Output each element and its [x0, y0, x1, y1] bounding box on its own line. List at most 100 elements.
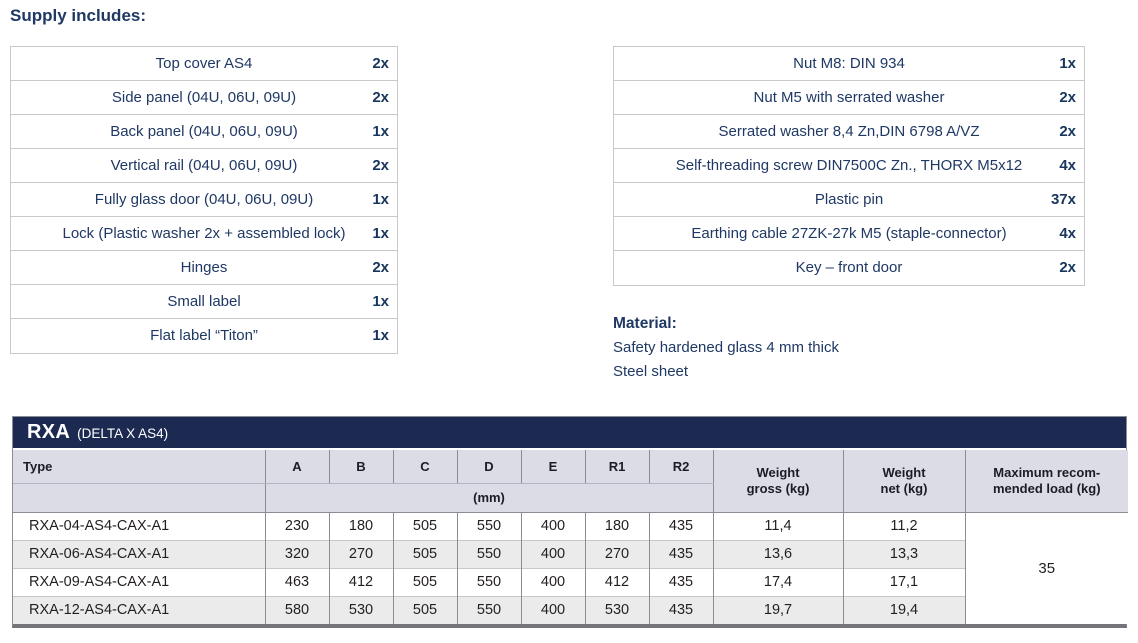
spec-cell-type: RXA-06-AS4-CAX-A1: [13, 539, 265, 568]
spec-cell-dim: 400: [520, 539, 585, 568]
spec-table-body: RXA-04-AS4-CAX-A1 230 180 505 550 400 180 435 11…: [13, 512, 1128, 624]
supply-item-name: Self-threading screw DIN7500C Zn., THORX…: [675, 157, 1023, 174]
supply-item-qty: 2x: [372, 157, 389, 174]
supply-item-name: Nut M8: DIN 934: [793, 55, 905, 72]
column-header-r2: R2: [648, 450, 713, 484]
spec-cell-dim: 412: [328, 567, 393, 596]
supply-item-qty: 37x: [1050, 191, 1076, 208]
supply-item-name: Top cover AS4: [155, 55, 253, 72]
spec-cell-type: RXA-09-AS4-CAX-A1: [13, 567, 265, 596]
spec-cell-dim: 505: [392, 512, 457, 540]
spec-cell-dim: 435: [648, 539, 713, 568]
supply-list-item: Vertical rail (04U, 06U, 09U) 2x: [11, 149, 397, 183]
spec-cell-weight-net: 19,4: [842, 595, 965, 624]
column-header-e: E: [520, 450, 585, 484]
spec-cell-dim: 505: [392, 567, 457, 596]
supply-item-qty: 1x: [372, 293, 389, 310]
column-header-r1: R1: [584, 450, 649, 484]
supply-list-item: Serrated washer 8,4 Zn,DIN 6798 A/VZ 2x: [614, 115, 1084, 149]
supply-item-name: Serrated washer 8,4 Zn,DIN 6798 A/VZ: [718, 123, 980, 140]
spec-cell-max-load: 35: [964, 512, 1128, 624]
spec-cell-weight-net: 13,3: [842, 539, 965, 568]
supply-list-left: Top cover AS4 2x Side panel (04U, 06U, 09U…: [10, 46, 398, 354]
column-header-max-load: Maximum recom- mended load (kg): [964, 450, 1128, 512]
supply-list-item: Fully glass door (04U, 06U, 09U) 1x: [11, 183, 397, 217]
column-header-b: B: [328, 450, 393, 484]
spec-cell-dim: 400: [520, 512, 585, 540]
supply-item-qty: 1x: [1059, 55, 1076, 72]
column-header-unit-mm: (mm): [264, 483, 713, 512]
spec-cell-dim: 505: [392, 539, 457, 568]
spec-table-row: RXA-12-AS4-CAX-A1 580 530 505 550 400 530 435 19…: [13, 595, 1128, 624]
spec-table-row: RXA-04-AS4-CAX-A1 230 180 505 550 400 180 435 11…: [13, 512, 1128, 624]
spec-cell-dim: 435: [648, 595, 713, 624]
supply-item-qty: 2x: [372, 89, 389, 106]
supply-list-item: Key – front door 2x: [614, 251, 1084, 285]
column-header-d: D: [456, 450, 521, 484]
supply-list-item: Hinges 2x: [11, 251, 397, 285]
column-header-weight-net: Weight net (kg): [842, 450, 965, 512]
spec-table-section: RXA (DELTA X AS4) Type A B C D E R1 R2 W…: [12, 416, 1128, 628]
supply-list-item: Self-threading screw DIN7500C Zn., THORX…: [614, 149, 1084, 183]
spec-cell-type: RXA-12-AS4-CAX-A1: [13, 595, 265, 624]
supply-list-item: Nut M5 with serrated washer 2x: [614, 81, 1084, 115]
page-title: Supply includes:: [10, 6, 147, 25]
spec-cell-weight-gross: 19,7: [712, 595, 843, 624]
column-header-c: C: [392, 450, 457, 484]
spec-cell-dim: 180: [584, 512, 649, 540]
supply-item-name: Fully glass door (04U, 06U, 09U): [94, 191, 314, 208]
supply-list-item: Small label 1x: [11, 285, 397, 319]
spec-cell-weight-net: 17,1: [842, 567, 965, 596]
supply-list-item: Back panel (04U, 06U, 09U) 1x: [11, 115, 397, 149]
spec-cell-dim: 435: [648, 567, 713, 596]
supply-item-name: Back panel (04U, 06U, 09U): [110, 123, 298, 140]
material-section: Material: Safety hardened glass 4 mm thi…: [613, 312, 839, 384]
supply-list-item: Top cover AS4 2x: [11, 47, 397, 81]
supply-item-name: Key – front door: [795, 259, 903, 276]
spec-cell-dim: 550: [456, 512, 521, 540]
material-line: Steel sheet: [613, 363, 689, 380]
supply-item-name: Flat label “Titon”: [150, 327, 258, 344]
material-heading: Material:: [613, 315, 677, 332]
supply-item-name: Side panel (04U, 06U, 09U): [111, 89, 297, 106]
spec-table: Type A B C D E R1 R2 Weight gross (kg) W…: [13, 450, 1128, 624]
material-line: Safety hardened glass 4 mm thick: [613, 339, 839, 356]
spec-cell-weight-gross: 13,6: [712, 539, 843, 568]
supply-item-name: Vertical rail (04U, 06U, 09U): [110, 157, 298, 174]
supply-item-name: Hinges: [180, 259, 228, 276]
spec-cell-dim: 270: [328, 539, 393, 568]
supply-item-qty: 1x: [372, 327, 389, 344]
spec-cell-weight-gross: 11,4: [712, 512, 843, 540]
supply-list-right: Nut M8: DIN 934 1x Nut M5 with serrated wa…: [613, 46, 1085, 286]
supply-list-item: Lock (Plastic washer 2x + assembled lock…: [11, 217, 397, 251]
column-header-weight-gross: Weight gross (kg): [712, 450, 843, 512]
column-header-type: Type: [13, 450, 265, 484]
spec-cell-dim: 580: [264, 595, 329, 624]
supply-list-item: Nut M8: DIN 934 1x: [614, 47, 1084, 81]
spec-cell-dim: 530: [584, 595, 649, 624]
supply-item-qty: 2x: [372, 55, 389, 72]
supply-item-qty: 2x: [1059, 89, 1076, 106]
spec-cell-dim: 230: [264, 512, 329, 540]
spec-cell-dim: 550: [456, 595, 521, 624]
spec-cell-type: RXA-04-AS4-CAX-A1: [13, 512, 265, 540]
supply-item-name: Lock (Plastic washer 2x + assembled lock…: [62, 225, 346, 242]
spec-cell-dim: 400: [520, 595, 585, 624]
supply-item-name: Plastic pin: [814, 191, 884, 208]
spec-table-row: RXA-09-AS4-CAX-A1 463 412 505 550 400 412 435 17…: [13, 567, 1128, 596]
supply-item-qty: 2x: [1059, 123, 1076, 140]
supply-item-qty: 1x: [372, 225, 389, 242]
spec-cell-dim: 463: [264, 567, 329, 596]
column-header-type-spacer: [13, 483, 265, 512]
supply-item-qty: 4x: [1059, 225, 1076, 242]
supply-item-qty: 1x: [372, 123, 389, 140]
spec-cell-dim: 180: [328, 512, 393, 540]
supply-item-name: Earthing cable 27ZK-27k M5 (staple-conne…: [691, 225, 1007, 242]
spec-cell-dim: 505: [392, 595, 457, 624]
supply-list-item: Plastic pin 37x: [614, 183, 1084, 217]
supply-item-qty: 4x: [1059, 157, 1076, 174]
spec-cell-dim: 320: [264, 539, 329, 568]
spec-table-row: RXA-06-AS4-CAX-A1 320 270 505 550 400 270 435 13…: [13, 539, 1128, 568]
supply-item-qty: 2x: [372, 259, 389, 276]
spec-cell-dim: 270: [584, 539, 649, 568]
